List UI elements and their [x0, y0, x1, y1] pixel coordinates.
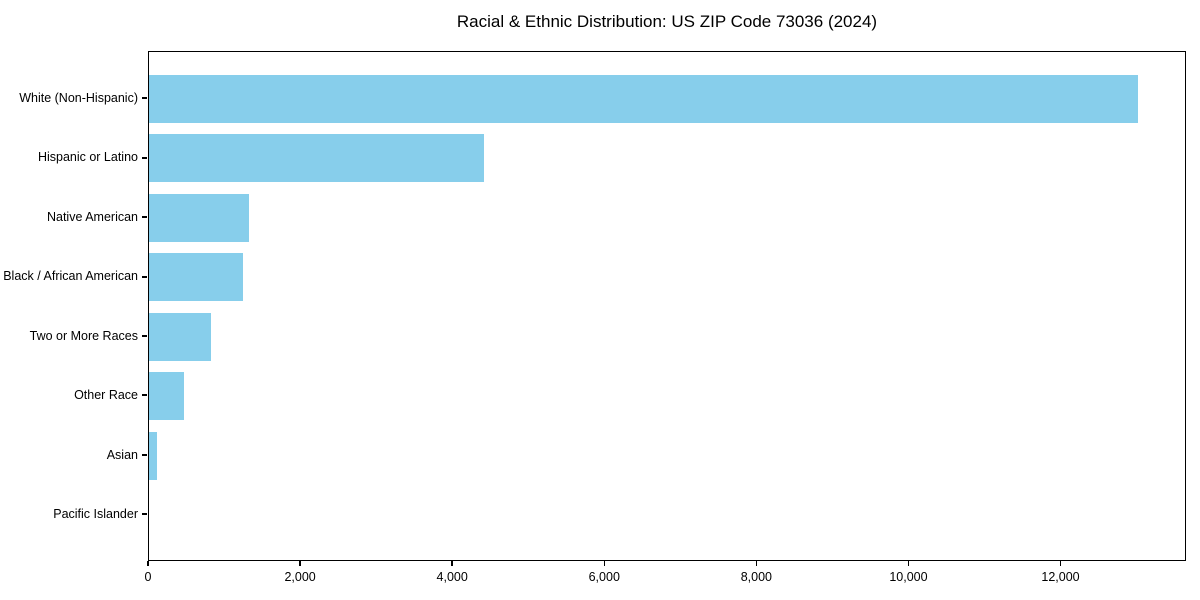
x-tick-label: 4,000	[436, 570, 468, 584]
x-tick	[907, 561, 910, 566]
x-tick-label: 6,000	[588, 570, 620, 584]
y-tick-label-black-african-american: Black / African American	[3, 269, 138, 283]
plot-area	[148, 51, 1186, 561]
y-tick-label-native-american: Native American	[46, 210, 138, 224]
bar-black-african-american	[149, 253, 243, 301]
y-tick-label-two-or-more-races: Two or More Races	[29, 329, 138, 343]
bar-white-non-hispanic	[149, 75, 1138, 123]
x-tick	[1059, 561, 1062, 566]
chart-title: Racial & Ethnic Distribution: US ZIP Cod…	[456, 12, 878, 31]
x-tick-label: 8,000	[740, 570, 772, 584]
y-tick	[142, 454, 147, 456]
x-tick-label: 0	[144, 570, 152, 584]
bar-two-or-more-races	[149, 313, 211, 361]
y-tick-label-asian: Asian	[106, 448, 138, 462]
y-tick	[142, 276, 147, 278]
x-tick	[755, 561, 758, 566]
y-tick-label-pacific-islander: Pacific Islander	[53, 507, 138, 521]
y-tick-label-other-race: Other Race	[74, 388, 138, 402]
x-tick-label: 12,000	[1041, 570, 1080, 584]
x-tick	[299, 561, 301, 566]
y-tick	[142, 216, 147, 218]
x-tick	[603, 561, 605, 566]
bar-asian	[149, 432, 157, 480]
y-tick	[142, 97, 147, 99]
y-tick	[142, 335, 147, 337]
y-tick-label-hispanic-or-latino: Hispanic or Latino	[37, 150, 138, 164]
x-tick	[451, 561, 453, 566]
y-tick-label-white-non-hispanic: White (Non-Hispanic)	[19, 91, 138, 105]
y-tick	[142, 394, 147, 396]
y-tick	[142, 513, 147, 515]
bar-hispanic-or-latino	[149, 134, 484, 182]
bar-native-american	[149, 194, 249, 242]
bar-other-race	[149, 372, 184, 420]
x-tick	[147, 561, 149, 566]
x-tick-label: 2,000	[284, 570, 316, 584]
y-tick	[142, 157, 147, 159]
x-tick-label: 10,000	[889, 570, 928, 584]
